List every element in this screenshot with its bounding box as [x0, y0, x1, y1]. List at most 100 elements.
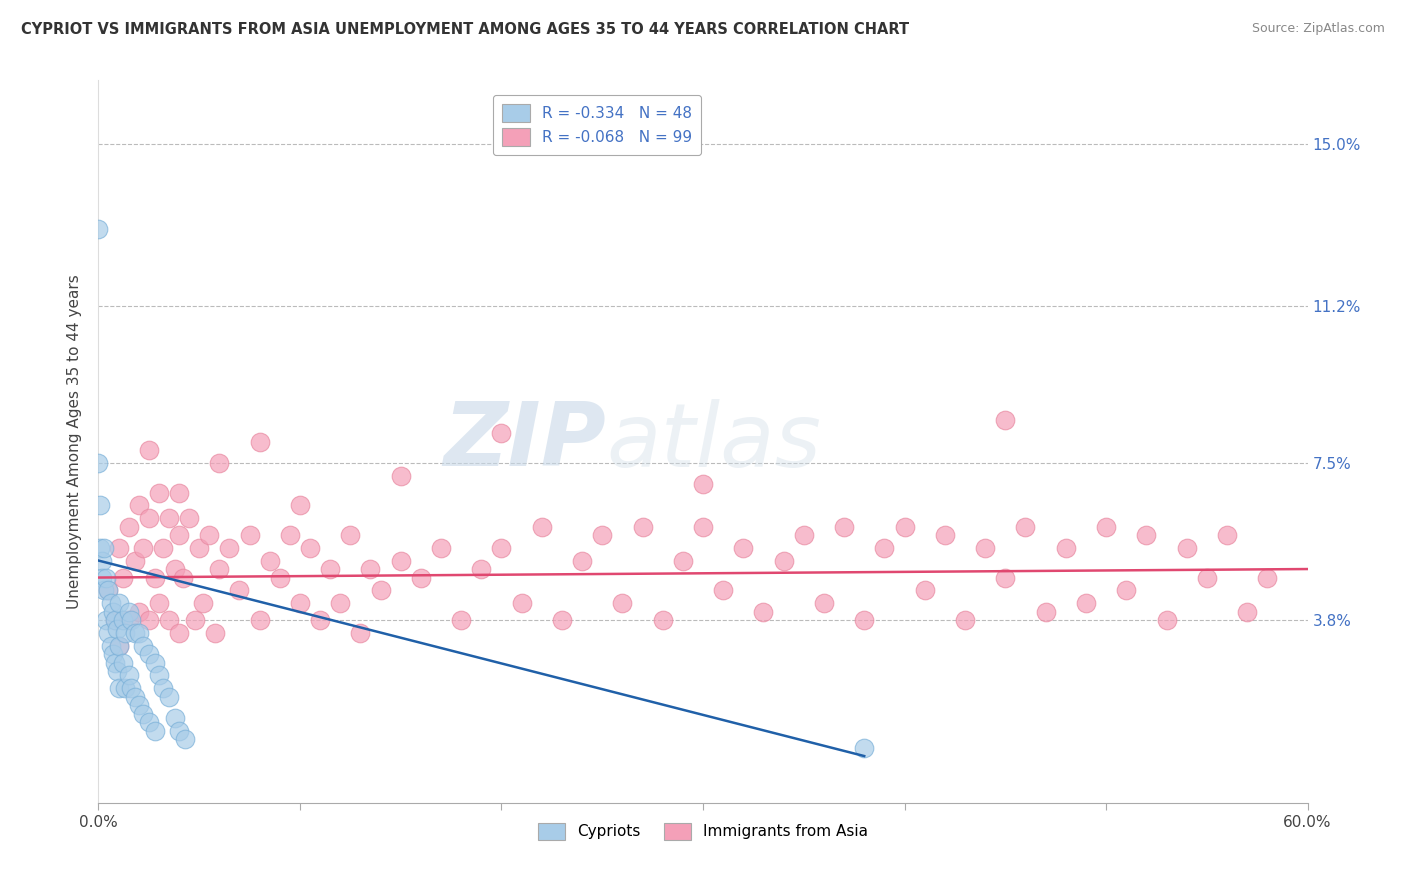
Point	[138, 613, 160, 627]
Point	[91, 553, 114, 567]
Point	[510, 596, 533, 610]
Point	[93, 583, 115, 598]
Point	[120, 613, 142, 627]
Point	[1175, 541, 1198, 555]
Point	[138, 647, 160, 661]
Point	[157, 511, 180, 525]
Point	[1195, 570, 1218, 584]
Point	[389, 553, 412, 567]
Point	[430, 541, 453, 555]
Point	[1256, 570, 1278, 584]
Point	[1135, 528, 1157, 542]
Point	[370, 583, 392, 598]
Point	[143, 570, 166, 584]
Point	[299, 541, 322, 555]
Point	[96, 613, 118, 627]
Point	[672, 553, 695, 567]
Point	[148, 596, 170, 610]
Point	[143, 656, 166, 670]
Point	[409, 570, 432, 584]
Point	[813, 596, 835, 610]
Point	[118, 668, 141, 682]
Point	[239, 528, 262, 542]
Point	[893, 519, 915, 533]
Point	[97, 625, 120, 640]
Point	[114, 625, 136, 640]
Point	[1236, 605, 1258, 619]
Point	[278, 528, 301, 542]
Point	[101, 605, 124, 619]
Point	[974, 541, 997, 555]
Point	[711, 583, 734, 598]
Point	[167, 528, 190, 542]
Point	[114, 681, 136, 695]
Point	[163, 711, 186, 725]
Point	[208, 562, 231, 576]
Point	[470, 562, 492, 576]
Point	[1054, 541, 1077, 555]
Point	[389, 468, 412, 483]
Point	[167, 625, 190, 640]
Point	[571, 553, 593, 567]
Point	[124, 553, 146, 567]
Point	[249, 613, 271, 627]
Point	[994, 570, 1017, 584]
Point	[138, 443, 160, 458]
Point	[793, 528, 815, 542]
Point	[157, 613, 180, 627]
Point	[1035, 605, 1057, 619]
Point	[118, 613, 141, 627]
Point	[1095, 519, 1118, 533]
Point	[450, 613, 472, 627]
Point	[551, 613, 574, 627]
Point	[100, 596, 122, 610]
Point	[491, 541, 513, 555]
Point	[103, 613, 125, 627]
Point	[89, 498, 111, 512]
Point	[157, 690, 180, 704]
Point	[91, 570, 114, 584]
Point	[124, 690, 146, 704]
Point	[491, 425, 513, 440]
Text: atlas: atlas	[606, 399, 821, 484]
Point	[218, 541, 240, 555]
Point	[934, 528, 956, 542]
Point	[360, 562, 382, 576]
Point	[208, 456, 231, 470]
Point	[319, 562, 342, 576]
Point	[733, 541, 755, 555]
Point	[349, 625, 371, 640]
Point	[107, 639, 129, 653]
Point	[172, 570, 194, 584]
Text: CYPRIOT VS IMMIGRANTS FROM ASIA UNEMPLOYMENT AMONG AGES 35 TO 44 YEARS CORRELATI: CYPRIOT VS IMMIGRANTS FROM ASIA UNEMPLOY…	[21, 22, 910, 37]
Point	[93, 541, 115, 555]
Point	[128, 625, 150, 640]
Point	[148, 485, 170, 500]
Point	[167, 485, 190, 500]
Point	[103, 613, 125, 627]
Point	[163, 562, 186, 576]
Point	[111, 570, 134, 584]
Point	[873, 541, 896, 555]
Point	[107, 639, 129, 653]
Point	[914, 583, 936, 598]
Point	[953, 613, 976, 627]
Point	[228, 583, 250, 598]
Point	[329, 596, 352, 610]
Point	[1014, 519, 1036, 533]
Point	[128, 698, 150, 712]
Point	[97, 583, 120, 598]
Point	[853, 740, 876, 755]
Point	[120, 681, 142, 695]
Point	[118, 605, 141, 619]
Point	[100, 639, 122, 653]
Point	[118, 519, 141, 533]
Point	[994, 413, 1017, 427]
Point	[138, 511, 160, 525]
Point	[612, 596, 634, 610]
Point	[1074, 596, 1097, 610]
Point	[97, 583, 120, 598]
Point	[249, 434, 271, 449]
Point	[193, 596, 215, 610]
Point	[124, 625, 146, 640]
